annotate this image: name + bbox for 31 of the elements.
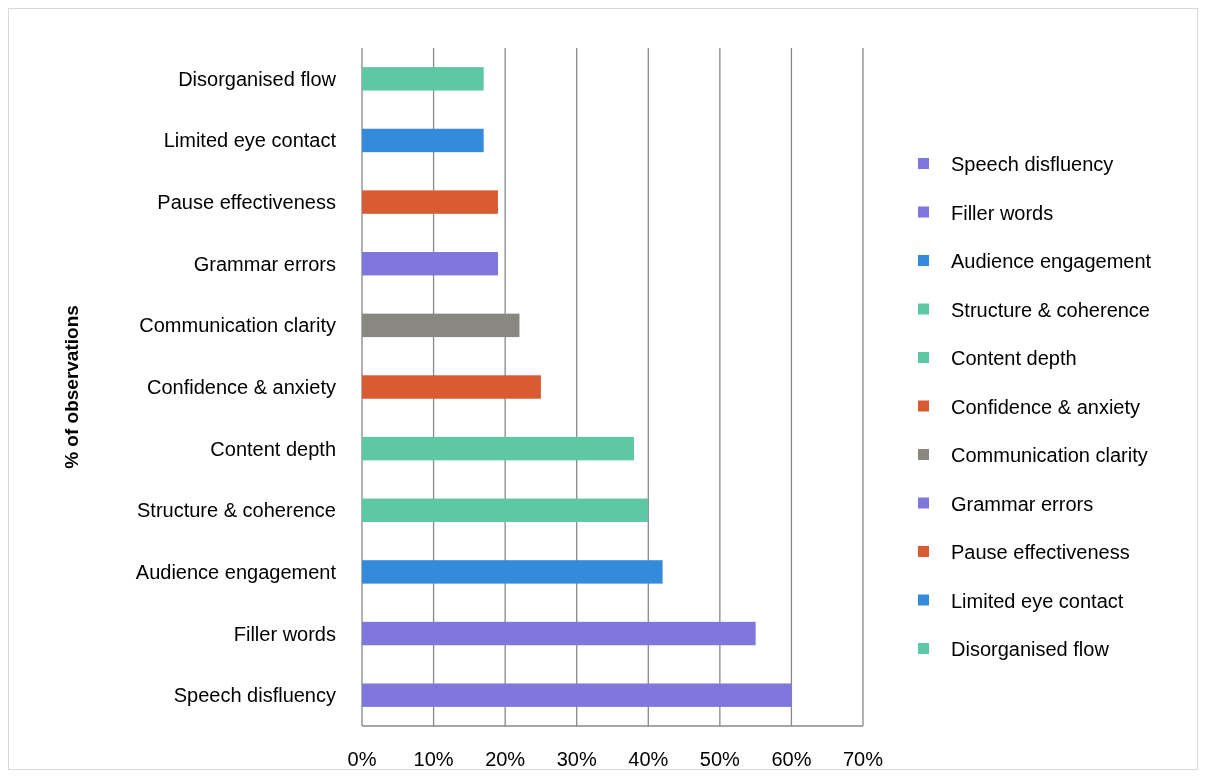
legend-label: Speech disfluency [951,153,1114,175]
y-tick-label: Audience engagement [135,560,337,583]
legend-label: Filler words [951,201,1054,224]
y-tick-label: Content depth [210,437,336,460]
y-tick-label: Speech disfluency [173,684,336,707]
x-tick-label: 20% [485,748,526,770]
y-tick-label: Grammar errors [193,252,336,275]
legend-label: Communication clarity [951,444,1148,466]
y-tick-label: Limited eye contact [163,129,337,152]
legend-label: Grammar errors [951,492,1094,515]
legend-label: Limited eye contact [951,589,1124,612]
x-tick-label: 70% [842,748,884,770]
legend-label: Content depth [951,347,1077,369]
x-tick-label: 40% [628,748,669,770]
y-tick-label: Communication clarity [139,314,336,337]
x-tick-label: 60% [771,748,812,770]
x-tick-label: 30% [556,748,597,770]
y-tick-label: Disorganised flow [178,67,337,90]
legend-label: Pause effectiveness [951,541,1130,563]
legend-label: Disorganised flow [951,638,1110,660]
y-tick-label: Structure & coherence [137,499,336,522]
y-tick-label: Pause effectiveness [157,191,336,214]
x-tick-label: 0% [347,748,377,770]
x-tick-label: 50% [699,748,741,770]
y-tick-label: Confidence & anxiety [146,376,336,398]
y-tick-label: Filler words [233,622,336,645]
legend-label: Structure & coherence [951,298,1150,321]
x-tick-label: 10% [413,748,454,770]
legend-label: Confidence & anxiety [951,395,1141,418]
legend-label: Audience engagement [951,250,1152,272]
y-axis-title: % of observations [61,305,82,469]
